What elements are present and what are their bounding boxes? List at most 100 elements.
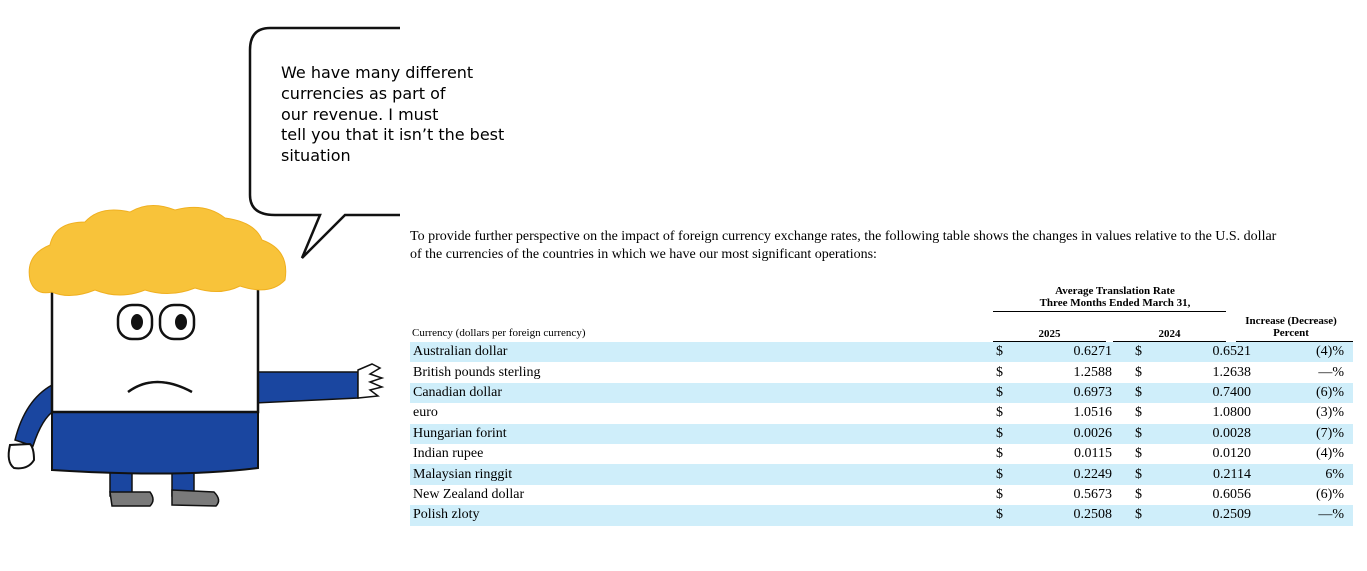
left-arm	[14, 383, 56, 447]
dollar-sign-2025: $	[993, 505, 1016, 526]
year-2025-header: 2025	[1038, 328, 1061, 340]
speech-bubble-text: We have many different currencies as par…	[281, 63, 531, 167]
right-arm	[254, 371, 359, 404]
bubble-line: our revenue. I must	[281, 104, 439, 124]
dollar-sign-2024: $	[1132, 505, 1155, 526]
spacer-cell	[1115, 485, 1132, 505]
group-header-line: Three Months Ended March 31,	[1039, 297, 1191, 309]
spacer-cell	[1115, 362, 1132, 382]
intro-line: of the currencies of the countries in wh…	[410, 247, 877, 262]
group-header-rule	[993, 311, 1226, 312]
dollar-sign-2025: $	[996, 486, 1003, 502]
speech-bubble	[248, 26, 400, 259]
header-rule-2025	[993, 341, 1106, 342]
change-header: Increase (Decrease) Percent	[1236, 315, 1346, 339]
change-percent-cell: (6)%	[1316, 486, 1344, 502]
bubble-line: situation	[281, 146, 351, 166]
dollar-sign-2024: $	[1132, 464, 1155, 485]
bubble-line: tell you that it isn’t the best	[281, 125, 505, 145]
right-hand	[357, 363, 385, 399]
dollar-sign-2025: $	[993, 423, 1016, 444]
change-percent-cell: (4)%	[1254, 342, 1353, 363]
change-percent-cell: —%	[1254, 505, 1353, 526]
spacer-cell	[1115, 403, 1132, 423]
hair	[28, 205, 287, 296]
dollar-sign-2025: $	[993, 342, 1016, 363]
header-rule-change	[1236, 341, 1353, 342]
intro-paragraph: To provide further perspective on the im…	[410, 228, 1360, 264]
spacer-cell	[1115, 505, 1132, 526]
currency-cell: euro	[413, 405, 438, 421]
currency-column-header: Currency (dollars per foreign currency)	[412, 327, 586, 339]
rate-2024-cell: 0.6056	[1212, 486, 1252, 502]
rate-2024-cell: 0.0028	[1155, 423, 1254, 444]
rate-2025-cell: 1.0516	[1073, 405, 1113, 421]
dollar-sign-2025: $	[996, 446, 1003, 462]
rate-2024-cell: 0.2114	[1155, 464, 1254, 485]
dollar-sign-2024: $	[1132, 382, 1155, 404]
group-header-line: Average Translation Rate	[1055, 285, 1175, 297]
rate-2025-cell: 0.2508	[1016, 505, 1115, 526]
table-row: Hungarian forint $0.0026 $0.0028 (7)%	[410, 423, 1353, 444]
change-header-line: Percent	[1273, 327, 1309, 339]
rate-2025-cell: 0.0026	[1016, 423, 1115, 444]
currency-cell: British pounds sterling	[413, 364, 541, 380]
dollar-sign-2024: $	[1135, 405, 1142, 421]
table-row: New Zealand dollar $0.5673 $0.6056 (6)%	[410, 485, 1353, 505]
rate-2024-cell: 1.2638	[1212, 364, 1252, 380]
rate-2025-cell: 0.6973	[1016, 382, 1115, 404]
currency-cell: New Zealand dollar	[413, 486, 525, 502]
change-percent-cell: —%	[1318, 364, 1344, 380]
dollar-sign-2024: $	[1132, 423, 1155, 444]
spacer-cell	[1115, 464, 1132, 485]
currency-cell: Malaysian ringgit	[410, 464, 993, 485]
table-row: Polish zloty $0.2508 $0.2509 —%	[410, 505, 1353, 526]
spacer-cell	[1115, 444, 1132, 464]
cartoon-character	[7, 26, 400, 507]
bubble-line: We have many different	[281, 63, 474, 82]
dollar-sign-2025: $	[996, 364, 1003, 380]
rate-2025-cell: 0.0115	[1074, 446, 1112, 462]
left-shoe	[109, 491, 154, 507]
rate-2024-cell: 0.6521	[1155, 342, 1254, 363]
rate-2024-cell: 0.2509	[1155, 505, 1254, 526]
table-row: euro $1.0516 $1.0800 (3)%	[410, 403, 1353, 423]
spacer-cell	[1115, 423, 1132, 444]
table-row: Malaysian ringgit $0.2249 $0.2114 6%	[410, 464, 1353, 485]
right-shoe	[171, 489, 220, 507]
table-row: Canadian dollar $0.6973 $0.7400 (6)%	[410, 382, 1353, 404]
change-header-line: Increase (Decrease)	[1245, 315, 1337, 327]
header-rule-2024	[1113, 341, 1226, 342]
table-row: Indian rupee $0.0115 $0.0120 (4)%	[410, 444, 1353, 464]
rate-2024-cell: 0.0120	[1212, 446, 1252, 462]
spacer-cell	[1115, 342, 1132, 363]
exchange-rate-table: Australian dollar $0.6271 $0.6521 (4)% Briti…	[410, 342, 1353, 526]
rate-2024-cell: 0.7400	[1155, 382, 1254, 404]
spacer-cell	[1115, 382, 1132, 404]
dollar-sign-2025: $	[993, 464, 1016, 485]
table-row: British pounds sterling $1.2588 $1.2638 —%	[410, 362, 1353, 382]
right-pupil	[175, 314, 187, 330]
intro-line: To provide further perspective on the im…	[410, 229, 1277, 244]
rate-2024-cell: 1.0800	[1212, 405, 1252, 421]
dollar-sign-2024: $	[1135, 486, 1142, 502]
currency-cell: Canadian dollar	[410, 382, 993, 404]
rate-2025-cell: 0.6271	[1016, 342, 1115, 363]
shirt	[51, 407, 259, 475]
table-row: Australian dollar $0.6271 $0.6521 (4)%	[410, 342, 1353, 363]
currency-cell: Polish zloty	[410, 505, 993, 526]
frown-mouth	[127, 380, 193, 394]
dollar-sign-2025: $	[996, 405, 1003, 421]
change-percent-cell: (6)%	[1254, 382, 1353, 404]
bubble-line: currencies as part of	[281, 83, 446, 103]
currency-cell: Indian rupee	[413, 446, 484, 462]
rate-2025-cell: 1.2588	[1073, 364, 1113, 380]
dollar-sign-2024: $	[1135, 446, 1142, 462]
dollar-sign-2024: $	[1132, 342, 1155, 363]
rate-2025-cell: 0.5673	[1073, 486, 1113, 502]
left-hand	[7, 442, 36, 470]
rate-2025-cell: 0.2249	[1016, 464, 1115, 485]
change-percent-cell: (4)%	[1316, 446, 1344, 462]
group-header: Average Translation Rate Three Months En…	[990, 285, 1240, 309]
currency-cell: Hungarian forint	[410, 423, 993, 444]
